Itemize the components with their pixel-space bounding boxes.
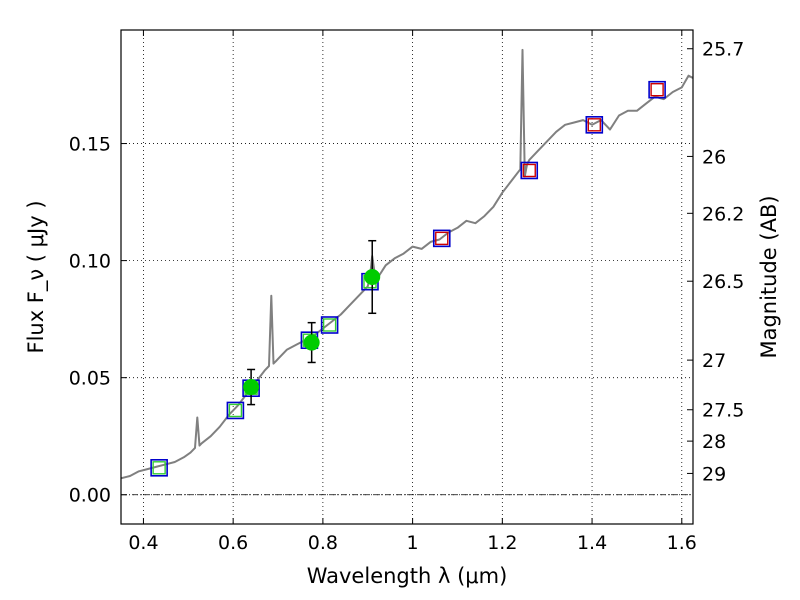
observed-point bbox=[587, 118, 602, 132]
observed-point bbox=[322, 318, 337, 332]
model-point bbox=[520, 161, 539, 180]
y-tick-label: 0.05 bbox=[69, 368, 111, 390]
observed-point bbox=[152, 461, 166, 475]
model-point bbox=[226, 401, 245, 420]
y-tick-label: 0.15 bbox=[69, 134, 111, 156]
magnitude-tick-label: 26.5 bbox=[702, 271, 744, 293]
x-tick-label: 0.6 bbox=[218, 532, 248, 554]
y-axis-label: Flux F_ν ( μJy ) bbox=[24, 200, 49, 353]
magnitude-tick-label: 28 bbox=[702, 431, 726, 453]
observed-point bbox=[650, 83, 664, 97]
x-tick-label: 1.4 bbox=[577, 532, 607, 554]
measured-point bbox=[303, 334, 320, 351]
spectrum-line bbox=[121, 48, 693, 480]
model-point bbox=[585, 116, 604, 134]
y-tick-label: 0.10 bbox=[69, 251, 111, 273]
x-tick-label: 1 bbox=[407, 532, 419, 554]
model-point bbox=[648, 80, 666, 99]
observed-point bbox=[435, 231, 449, 246]
y-tick-label: 0.00 bbox=[69, 485, 111, 507]
x-tick-label: 1.2 bbox=[487, 532, 517, 554]
magnitude-tick-label: 29 bbox=[702, 463, 726, 485]
y-axis: 0.00 0.05 0.10 0.15 bbox=[69, 134, 127, 507]
x-tick-label: 0.8 bbox=[308, 532, 338, 554]
model-point bbox=[320, 316, 339, 334]
measured-point bbox=[243, 379, 260, 396]
magnitude-tick-label: 26 bbox=[702, 146, 726, 168]
magnitude-tick-label: 26.2 bbox=[702, 203, 744, 225]
magnitude-tick-label: 25.7 bbox=[702, 39, 744, 61]
plot-area bbox=[121, 48, 693, 496]
measured-point bbox=[364, 269, 381, 285]
magnitude-axis-label: Magnitude (AB) bbox=[757, 195, 781, 358]
observed-point bbox=[522, 163, 536, 178]
magnitude-tick-label: 27 bbox=[702, 350, 726, 372]
x-tick-label: 1.6 bbox=[667, 532, 697, 554]
plot-frame bbox=[120, 29, 694, 525]
x-axis-label: Wavelength λ (μm) bbox=[307, 564, 508, 588]
x-axis: 0.4 0.6 0.8 1 1.2 1.4 1.6 bbox=[128, 30, 697, 554]
model-point bbox=[150, 459, 168, 477]
model-point bbox=[432, 229, 451, 248]
observed-point bbox=[228, 403, 243, 418]
x-tick-label: 0.4 bbox=[128, 532, 158, 554]
magnitude-tick-label: 27.5 bbox=[702, 400, 744, 422]
magnitude-axis: 25.7 26 26.2 26.5 27 27.5 28 29 bbox=[687, 39, 744, 485]
